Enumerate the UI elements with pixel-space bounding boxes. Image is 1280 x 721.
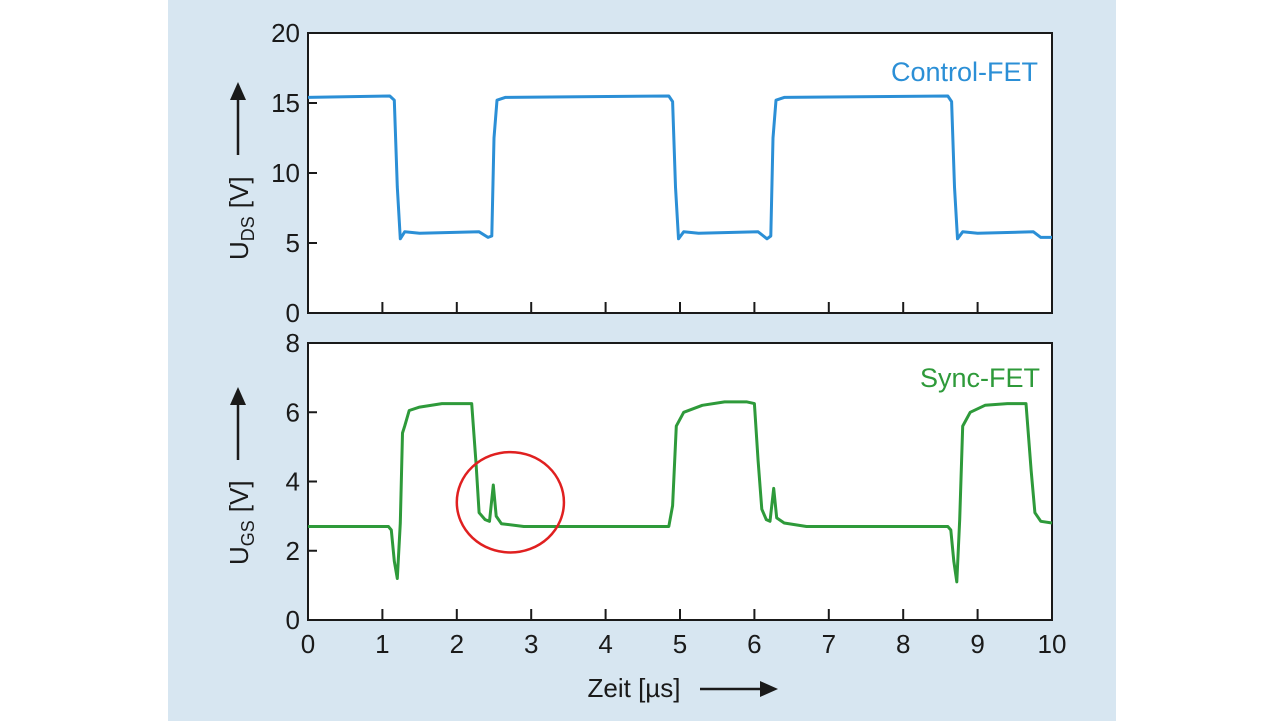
plot-area-top	[307, 32, 1053, 314]
y-axis-unit-top: [V]	[224, 176, 254, 208]
control-fet-label: Control-FET	[891, 57, 1038, 87]
y-tick-label: 0	[286, 298, 300, 328]
x-tick-label: 4	[598, 629, 612, 659]
y-tick-label: 5	[286, 228, 300, 258]
y-tick-label: 4	[286, 467, 300, 497]
x-tick-label: 0	[301, 629, 315, 659]
x-axis-label: Zeit [µs]	[588, 673, 778, 703]
x-tick-label: 2	[450, 629, 464, 659]
x-tick-label: 6	[747, 629, 761, 659]
chart-control-fet: 0 5 10 15 20 Control-FET UDS [V]	[224, 18, 1053, 328]
y-ticks-top: 0 5 10 15 20	[271, 18, 317, 328]
y-axis-arrowhead-top	[230, 82, 246, 100]
y-axis-arrowhead-bottom	[230, 387, 246, 405]
highlight-circle	[455, 450, 566, 554]
y-axis-subscript-top: DS	[238, 216, 258, 241]
y-axis-label-bottom: UGS [V]	[224, 387, 258, 565]
x-tick-label: 8	[896, 629, 910, 659]
sync-fet-label: Sync-FET	[920, 363, 1040, 393]
y-tick-label: 20	[271, 18, 300, 48]
x-tick-label: 7	[822, 629, 836, 659]
y-tick-label: 10	[271, 158, 300, 188]
sync-fet-series-line	[308, 400, 1053, 584]
y-tick-label: 8	[286, 328, 300, 358]
x-axis-arrowhead	[760, 681, 778, 697]
chart-sync-fet: 0 2 4 6 8 0 1 2 3 4 5 6 7 8 9 10 Sync-FET UGS [V] Zeit …	[224, 328, 1066, 703]
x-tick-label: 1	[375, 629, 389, 659]
y-ticks-bottom: 0 2 4 6 8	[286, 328, 317, 635]
plot-area-bottom	[307, 342, 1053, 621]
control-fet-series-line	[307, 94, 1052, 241]
y-axis-unit-bottom: [V]	[224, 480, 254, 512]
svg-text:UDS[V]: UDS [V]	[224, 176, 258, 260]
x-tick-label: 3	[524, 629, 538, 659]
y-tick-label: 6	[286, 397, 300, 427]
x-ticks-top	[307, 302, 1053, 313]
x-tick-label: 9	[970, 629, 984, 659]
y-tick-label: 2	[286, 536, 300, 566]
x-axis-title: Zeit [µs]	[588, 673, 681, 703]
svg-text:UGS[V]: UGS [V]	[224, 480, 258, 565]
y-axis-label-top: UDS [V]	[224, 82, 258, 260]
y-tick-label: 15	[271, 88, 300, 118]
x-tick-label: 5	[673, 629, 687, 659]
y-axis-subscript-bottom: GS	[238, 520, 258, 546]
x-tick-label: 10	[1038, 629, 1067, 659]
y-axis-symbol-top: U	[224, 241, 254, 260]
y-axis-symbol-bottom: U	[224, 546, 254, 565]
y-tick-label: 0	[286, 605, 300, 635]
x-ticks-bottom: 0 1 2 3 4 5 6 7 8 9 10	[301, 609, 1067, 659]
